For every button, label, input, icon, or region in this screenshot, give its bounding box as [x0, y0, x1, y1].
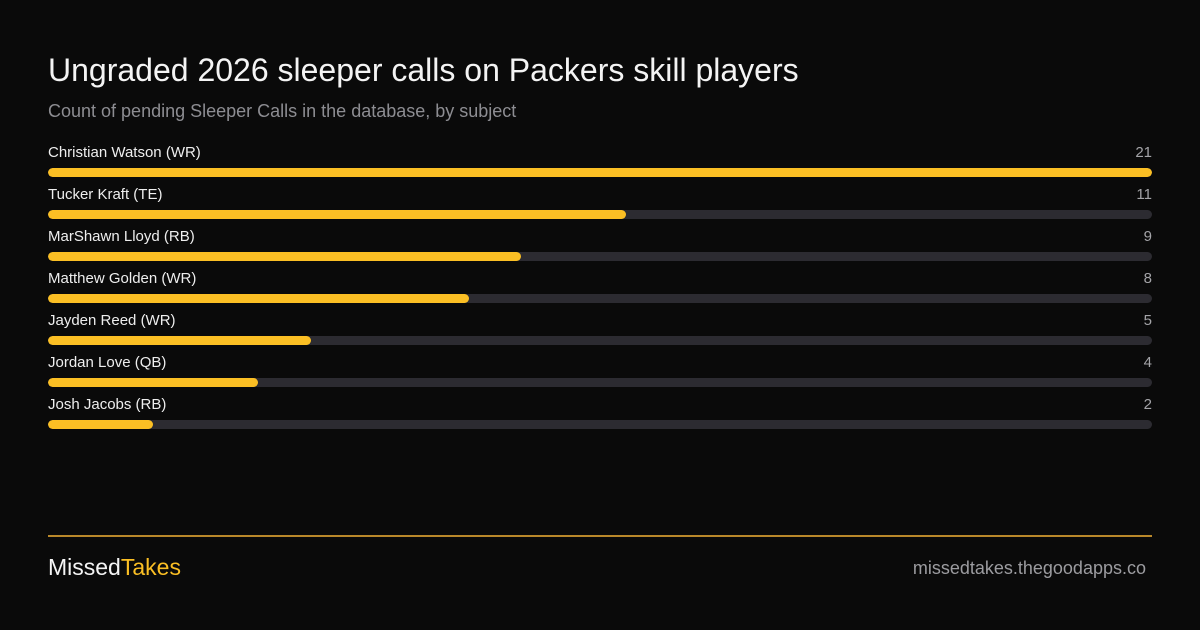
bar	[48, 252, 522, 261]
bar-value-label: 2	[1143, 396, 1152, 413]
bar-label: MarShawn Lloyd (RB)	[48, 228, 195, 245]
bar	[48, 420, 154, 429]
chart-subtitle: Count of pending Sleeper Calls in the da…	[48, 101, 517, 121]
bar	[48, 210, 627, 219]
bar-value-label: 8	[1143, 270, 1152, 287]
bar-label: Christian Watson (WR)	[48, 144, 201, 161]
bar-row: Christian Watson (WR) 21	[48, 143, 1152, 185]
bar	[48, 378, 259, 387]
bar-track	[48, 294, 1152, 303]
bar-label: Tucker Kraft (TE)	[48, 186, 163, 203]
bar-track	[48, 378, 1152, 387]
bar-track	[48, 336, 1152, 345]
brand-logo: MissedTakes	[48, 552, 181, 582]
bar-value-label: 21	[1135, 144, 1152, 161]
bar-label: Jayden Reed (WR)	[48, 312, 176, 329]
bar	[48, 294, 469, 303]
bar	[48, 336, 311, 345]
bar-label: Matthew Golden (WR)	[48, 270, 197, 287]
bar-label: Jordan Love (QB)	[48, 354, 167, 371]
brand-name-part2: Takes	[120, 554, 181, 580]
bar-row: Tucker Kraft (TE) 11	[48, 185, 1152, 227]
bar-row: Josh Jacobs (RB) 2	[48, 395, 1152, 437]
brand-name-part1: Missed	[48, 554, 121, 580]
bar-track	[48, 252, 1152, 261]
bar-row: MarShawn Lloyd (RB) 9	[48, 227, 1152, 269]
bar-label: Josh Jacobs (RB)	[48, 396, 167, 413]
bar-value-label: 9	[1143, 228, 1152, 245]
bar-value-label: 4	[1143, 354, 1152, 371]
bar-list: Christian Watson (WR) 21 Tucker Kraft (TE)…	[48, 143, 1152, 437]
bar-row: Jordan Love (QB) 4	[48, 353, 1152, 395]
site-url: missedtakes.thegoodapps.co	[912, 558, 1146, 578]
bar-value-label: 5	[1143, 312, 1152, 329]
bar-track	[48, 210, 1152, 219]
bar-row: Jayden Reed (WR) 5	[48, 311, 1152, 353]
bar-track	[48, 420, 1152, 429]
chart-title: Ungraded 2026 sleeper calls on Packers s…	[48, 52, 799, 88]
footer-divider	[48, 535, 1152, 537]
bar	[48, 168, 1152, 177]
bar-row: Matthew Golden (WR) 8	[48, 269, 1152, 311]
bar-track	[48, 168, 1152, 177]
bar-value-label: 11	[1136, 186, 1152, 203]
